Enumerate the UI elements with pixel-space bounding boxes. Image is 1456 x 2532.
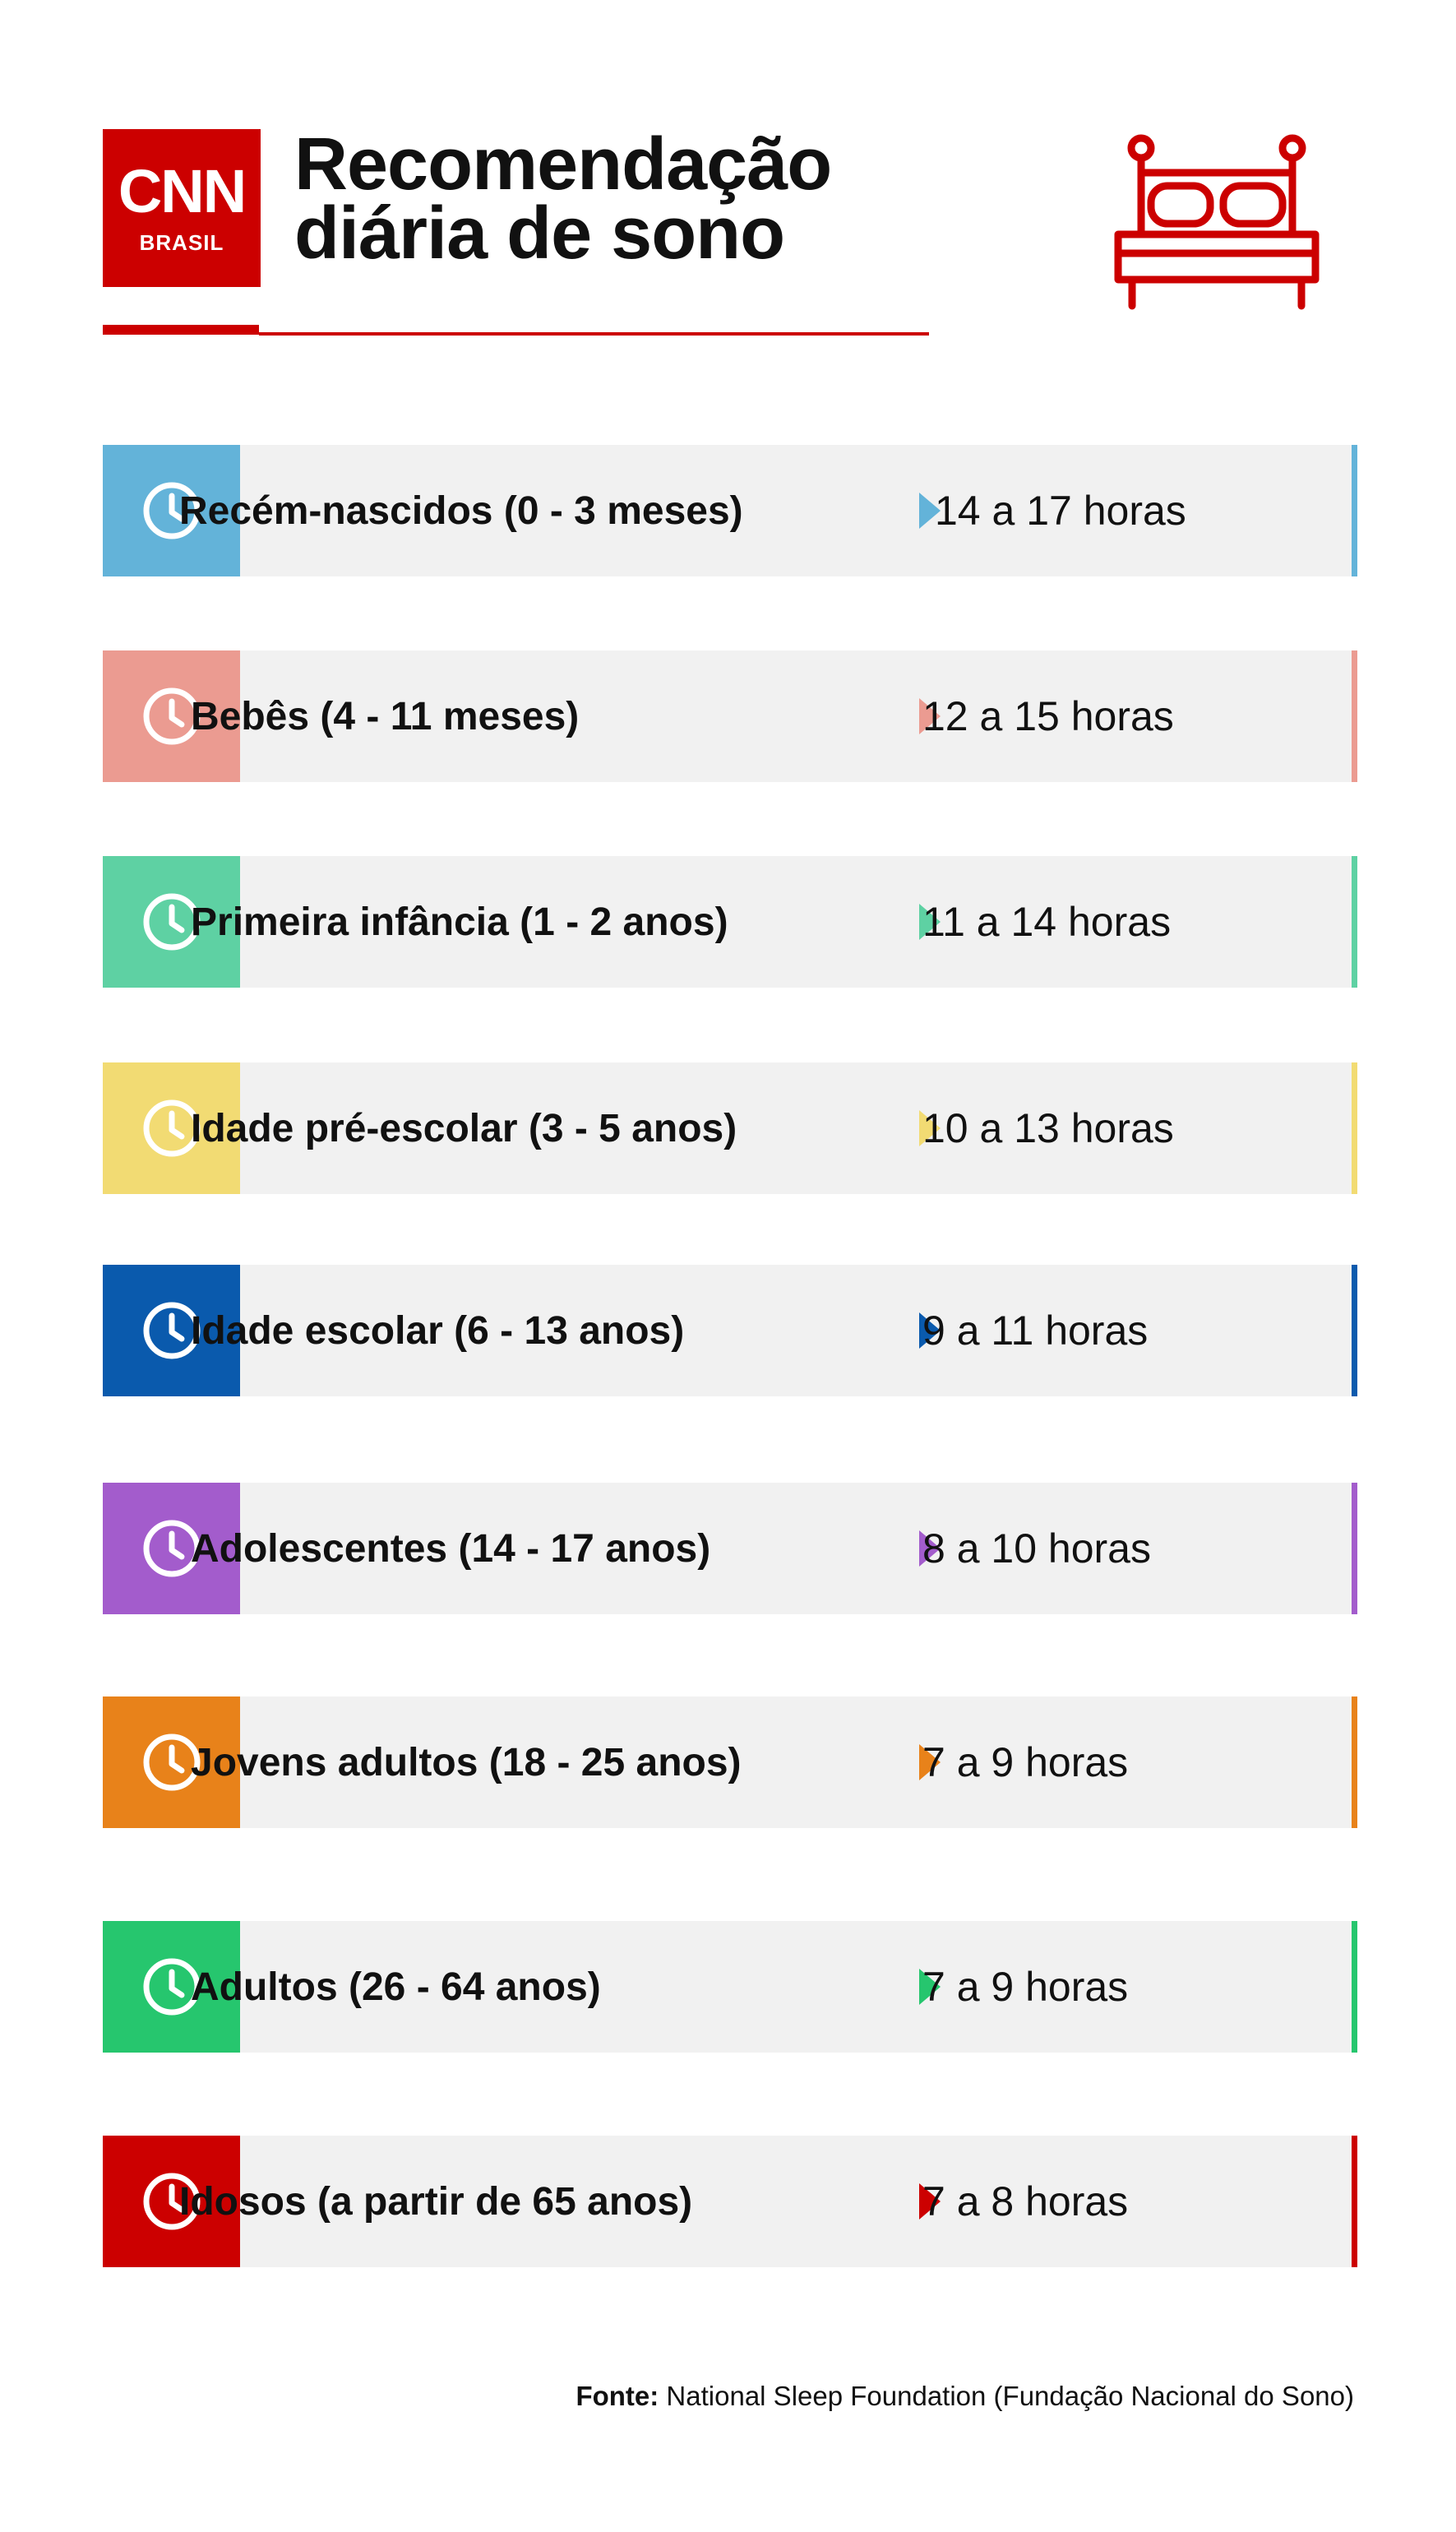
- title-underline-thin: [259, 332, 929, 336]
- page-title: Recomendação diária de sono: [294, 123, 952, 275]
- age-group-row: Idade pré-escolar (3 - 5 anos) 10 a 13 ho…: [103, 1062, 1357, 1194]
- age-group-label: Idade pré-escolar (3 - 5 anos): [191, 1106, 737, 1150]
- sleep-hours-value: 10 a 13 horas: [922, 1105, 1174, 1151]
- sleep-hours-value: 11 a 14 horas: [922, 899, 1172, 945]
- source-label: Fonte:: [575, 2381, 659, 2411]
- sleep-hours-value: 7 a 9 horas: [922, 1739, 1129, 1785]
- age-group-label: Primeira infância (1 - 2 anos): [191, 900, 728, 944]
- age-group-label: Idosos (a partir de 65 anos): [179, 2179, 693, 2224]
- logo-cnn-text: CNN: [118, 156, 247, 225]
- arrow-right-icon: [919, 1110, 941, 1146]
- title-underline-thick: [103, 325, 259, 335]
- clock-icon: [143, 1099, 200, 1157]
- source-note: Fonte: National Sleep Foundation (Fundaç…: [575, 2381, 1354, 2412]
- row-color-block: [103, 1696, 240, 1828]
- arrow-right-icon: [919, 1969, 941, 2005]
- clock-icon: [143, 1520, 200, 1577]
- sleep-hours-value: 7 a 9 horas: [922, 1964, 1129, 2010]
- sleep-hours-value: 9 a 11 horas: [922, 1308, 1149, 1354]
- row-color-block: [103, 856, 240, 988]
- age-group-label: Recém-nascidos (0 - 3 meses): [179, 488, 743, 533]
- title-line-1: Recomendação: [294, 123, 832, 206]
- age-group-label: Adultos (26 - 64 anos): [191, 1965, 601, 2009]
- arrow-right-icon: [919, 1744, 941, 1780]
- arrow-right-icon: [919, 904, 941, 940]
- row-color-block: [103, 650, 240, 782]
- clock-icon: [143, 687, 200, 745]
- sleep-hours-value: 8 a 10 horas: [922, 1525, 1151, 1572]
- source-text: National Sleep Foundation (Fundação Naci…: [659, 2381, 1354, 2411]
- clock-icon: [143, 1734, 200, 1791]
- row-color-block: [103, 2136, 240, 2267]
- row-color-edge: [1352, 1921, 1357, 2053]
- arrow-right-icon: [919, 698, 941, 734]
- age-group-row: Idade escolar (6 - 13 anos) 9 a 11 horas: [103, 1265, 1357, 1396]
- age-group-row: Idosos (a partir de 65 anos) 7 a 8 horas: [103, 2136, 1357, 2267]
- sleep-hours-value: 14 a 17 horas: [935, 488, 1186, 534]
- age-group-label: Idade escolar (6 - 13 anos): [191, 1308, 685, 1353]
- logo-brasil-text: BRASIL: [139, 229, 224, 255]
- clock-icon: [143, 1958, 200, 2016]
- row-color-edge: [1352, 650, 1357, 782]
- age-group-row: Bebês (4 - 11 meses) 12 a 15 horas: [103, 650, 1357, 782]
- age-group-row: Jovens adultos (18 - 25 anos) 7 a 9 horas: [103, 1696, 1357, 1828]
- row-color-block: [103, 1265, 240, 1396]
- arrow-right-icon: [919, 1530, 941, 1567]
- age-group-label: Jovens adultos (18 - 25 anos): [191, 1740, 742, 1784]
- title-line-2: diária de sono: [294, 192, 785, 275]
- age-group-row: Adolescentes (14 - 17 anos) 8 a 10 horas: [103, 1483, 1357, 1614]
- age-group-label: Adolescentes (14 - 17 anos): [191, 1526, 711, 1571]
- sleep-hours-value: 7 a 8 horas: [922, 2178, 1129, 2224]
- cnn-brasil-logo: CNN BRASIL: [103, 129, 261, 287]
- age-group-row: Recém-nascidos (0 - 3 meses) 14 a 17 hora…: [103, 445, 1357, 576]
- clock-icon: [143, 2173, 200, 2230]
- row-color-edge: [1352, 856, 1357, 988]
- row-color-edge: [1352, 445, 1357, 576]
- row-color-edge: [1352, 1483, 1357, 1614]
- arrow-right-icon: [919, 1312, 941, 1349]
- row-color-edge: [1352, 1062, 1357, 1194]
- bed-icon: [1114, 134, 1320, 310]
- age-group-row: Primeira infância (1 - 2 anos) 11 a 14 ho…: [103, 856, 1357, 988]
- row-color-edge: [1352, 2136, 1357, 2267]
- age-group-label: Bebês (4 - 11 meses): [191, 694, 580, 738]
- row-color-block: [103, 445, 240, 576]
- age-group-row: Adultos (26 - 64 anos) 7 a 9 horas: [103, 1921, 1357, 2053]
- row-color-block: [103, 1062, 240, 1194]
- clock-icon: [143, 1302, 200, 1359]
- arrow-right-icon: [919, 2183, 941, 2220]
- clock-icon: [143, 893, 200, 951]
- arrow-right-icon: [919, 493, 941, 529]
- sleep-hours-value: 12 a 15 horas: [922, 693, 1174, 739]
- row-color-edge: [1352, 1696, 1357, 1828]
- row-color-block: [103, 1921, 240, 2053]
- row-color-block: [103, 1483, 240, 1614]
- clock-icon: [143, 482, 200, 539]
- row-color-edge: [1352, 1265, 1357, 1396]
